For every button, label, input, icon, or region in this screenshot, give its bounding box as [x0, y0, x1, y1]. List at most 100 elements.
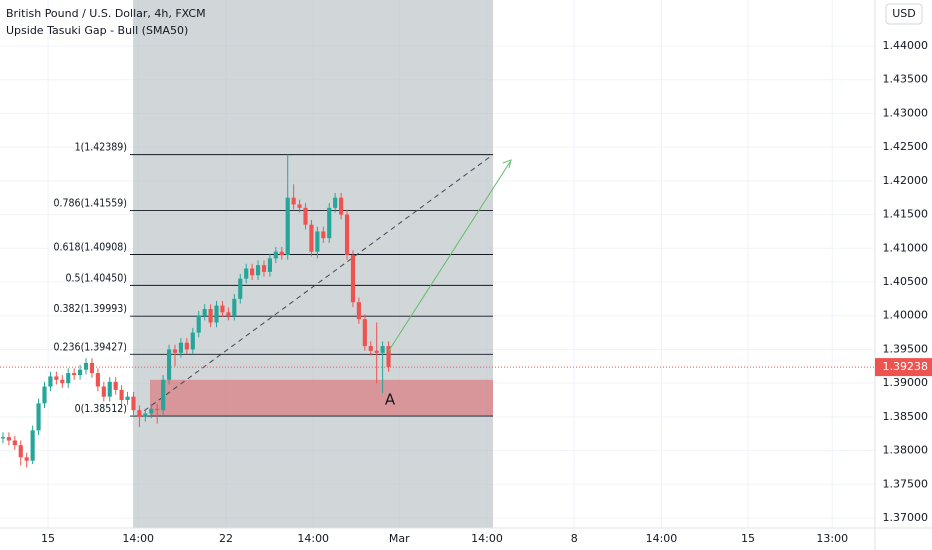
y-tick-label: 1.37500 [883, 477, 929, 490]
fib-label: 0.382(1.39993) [54, 303, 127, 315]
candle-body [95, 373, 100, 387]
x-tick-label: 22 [219, 532, 233, 545]
y-tick-label: 1.44000 [883, 39, 929, 52]
indicator-name: Upside Tasuki Gap - Bull (SMA50) [6, 24, 188, 37]
candle-body [315, 231, 320, 252]
x-tick-label: Mar [389, 532, 410, 545]
candle-body [107, 381, 112, 397]
candle-body [83, 362, 89, 370]
x-tick-label: 8 [571, 532, 578, 545]
candle-body [137, 410, 142, 417]
candle-body [66, 373, 71, 384]
support-zone [150, 379, 493, 417]
candle-body [309, 224, 314, 252]
candle-body [24, 457, 29, 461]
fib-trend-line [136, 154, 494, 417]
candle-body [60, 379, 65, 384]
y-tick-label: 1.42000 [883, 174, 929, 187]
candle-body [291, 197, 296, 205]
fib-label: 0.5(1.40450) [66, 272, 127, 284]
candle-body [333, 197, 338, 208]
y-tick-label: 1.43000 [883, 106, 929, 119]
candles [0, 154, 391, 468]
y-tick-label: 1.39000 [883, 376, 929, 389]
candle-body [78, 369, 83, 376]
x-tick-label: 15 [41, 532, 55, 545]
currency-label: USD [892, 7, 916, 20]
candle-body [143, 413, 148, 417]
candle-body [0, 437, 6, 439]
candle-body [321, 231, 326, 239]
last-price-badge [875, 358, 932, 377]
candle-body [238, 278, 243, 299]
candle-body [113, 381, 118, 390]
y-tick-label: 1.37000 [883, 511, 929, 524]
x-tick-label: 15 [741, 532, 755, 545]
candle-body [18, 445, 23, 458]
y-tick-label: 1.38000 [883, 444, 929, 457]
fib-label: 1(1.42389) [75, 142, 127, 154]
candle-body [232, 298, 237, 316]
candle-body [161, 379, 166, 411]
candle-body [42, 386, 47, 404]
candle-body [196, 315, 201, 333]
candle-body [279, 251, 284, 256]
candle-body [214, 305, 219, 323]
candle-body [149, 408, 154, 414]
candle-body [356, 302, 361, 320]
fib-retracement: A 1(1.42389) 0.786(1.41559) 0.618(1.40908) 0… [54, 142, 494, 417]
candle-body [190, 332, 195, 350]
candle-body [119, 389, 124, 401]
candle-body [303, 207, 308, 225]
arrow-head [502, 159, 512, 169]
x-tick-label: 14:00 [646, 532, 678, 545]
candle-body [208, 308, 213, 323]
candle-body [30, 430, 35, 461]
chart-title: British Pound / U.S. Dollar, 4h, FXCM [6, 7, 206, 20]
candle-body [297, 204, 302, 208]
candle-body [101, 386, 106, 397]
candle-body [350, 255, 356, 303]
x-tick-label: 14:00 [122, 532, 154, 545]
candle-body [226, 312, 231, 316]
candle-body [6, 437, 11, 441]
candle-body [220, 305, 225, 313]
currency-badge[interactable] [885, 3, 923, 25]
candle-body [273, 251, 278, 259]
y-tick-label: 1.42500 [883, 140, 929, 153]
y-tick-label: 1.43500 [883, 73, 929, 86]
candle-body [261, 265, 267, 272]
candle-body [12, 440, 17, 446]
candle-body [172, 349, 178, 353]
candle-body [386, 346, 391, 367]
fib-label: 0.786(1.41559) [54, 198, 127, 210]
candle-body [362, 319, 367, 347]
y-tick-label: 1.41500 [883, 208, 929, 221]
y-tick-label: 1.40500 [883, 275, 929, 288]
x-tick-label: 14:00 [297, 532, 329, 545]
y-tick-label: 1.40000 [883, 309, 929, 322]
candle-body [54, 376, 59, 380]
fib-label: 0.236(1.39427) [54, 341, 127, 353]
candle-body [89, 362, 95, 374]
candle-body [72, 373, 77, 376]
candle-body [202, 308, 207, 316]
y-tick-label: 1.41000 [883, 241, 929, 254]
candle-body [267, 258, 272, 272]
x-tick-label: 14:00 [471, 532, 503, 545]
y-tick-label: 1.38500 [883, 410, 929, 423]
candle-body [184, 342, 189, 350]
candle-body [344, 214, 350, 256]
x-tick-label: 13:00 [816, 532, 848, 545]
date-range-shade [133, 0, 493, 528]
last-price-label: 1.39238 [883, 360, 929, 373]
fib-label: 0.618(1.40908) [54, 241, 127, 253]
candle-body [255, 265, 261, 276]
y-tick-label: 1.39500 [883, 342, 929, 355]
zone-label: A [385, 390, 396, 408]
candle-body [131, 396, 136, 411]
candle-body [178, 342, 184, 353]
candle-body [36, 403, 41, 431]
candle-body [48, 376, 53, 387]
